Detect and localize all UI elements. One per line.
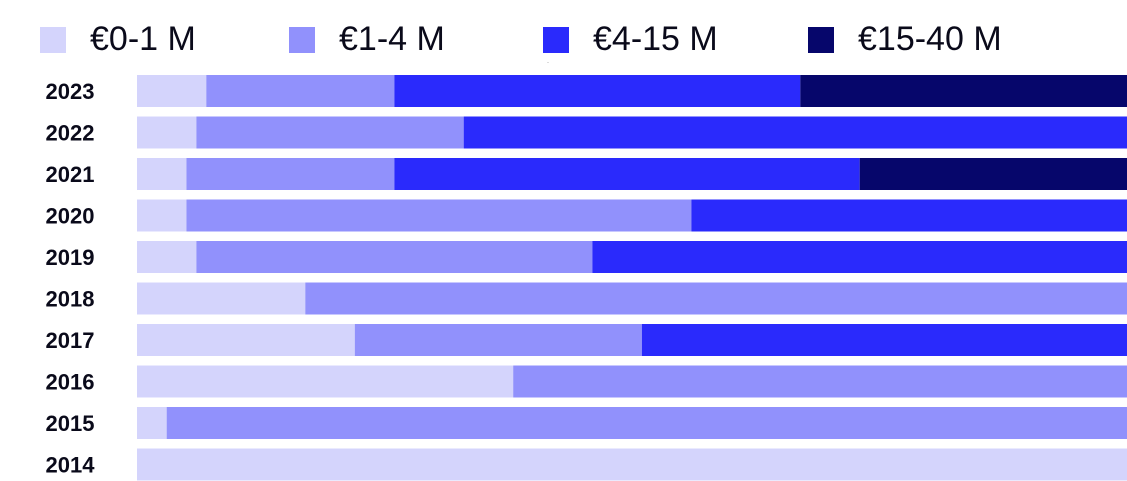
bar-segment (196, 241, 593, 273)
bar-segment (691, 199, 1127, 232)
bar-segment (305, 282, 1127, 315)
bar-segment (513, 365, 1127, 398)
bar-segment (206, 75, 395, 107)
y-tick-label: 2019 (46, 245, 95, 270)
y-tick-label: 2016 (46, 369, 95, 394)
bar-segment (354, 324, 642, 356)
legend-label: €4-15 M (593, 20, 718, 58)
y-tick-label: 2014 (46, 452, 96, 477)
y-tick-label: 2015 (46, 411, 95, 436)
legend-swatch (40, 27, 66, 53)
bar-segment (592, 241, 1127, 273)
bar-segment (859, 158, 1127, 190)
bar-segment (137, 407, 167, 439)
bar-segment (166, 407, 1127, 439)
bar-segment (137, 116, 197, 149)
bar-segment (463, 116, 1127, 149)
bar-segment (800, 75, 1127, 107)
y-tick-label: 2017 (46, 328, 95, 353)
bar-segment (137, 199, 187, 232)
bar-segment (641, 324, 1127, 356)
bar-segment (394, 75, 801, 107)
legend-swatch (289, 27, 315, 53)
legend-label: €0-1 M (90, 20, 196, 58)
y-tick-label: 2021 (46, 162, 95, 187)
y-tick-label: 2023 (46, 79, 95, 104)
bar-segment (137, 448, 1127, 481)
y-tick-label: 2020 (46, 203, 95, 228)
bar-segment (137, 324, 355, 356)
bar-segment (196, 116, 464, 149)
bar-segment (186, 199, 692, 232)
bar-segment (137, 282, 306, 315)
legend-label: €15-40 M (858, 20, 1002, 58)
bar-segment (137, 75, 207, 107)
bar-segment (137, 241, 197, 273)
y-tick-label: 2022 (46, 120, 95, 145)
legend-swatch (808, 27, 834, 53)
bar-segment (394, 158, 860, 190)
legend-swatch (543, 27, 569, 53)
bar-segment (186, 158, 395, 190)
bar-segment (137, 158, 187, 190)
y-tick-label: 2018 (46, 286, 95, 311)
bar-segment (137, 365, 514, 398)
legend-label: €1-4 M (339, 20, 445, 58)
